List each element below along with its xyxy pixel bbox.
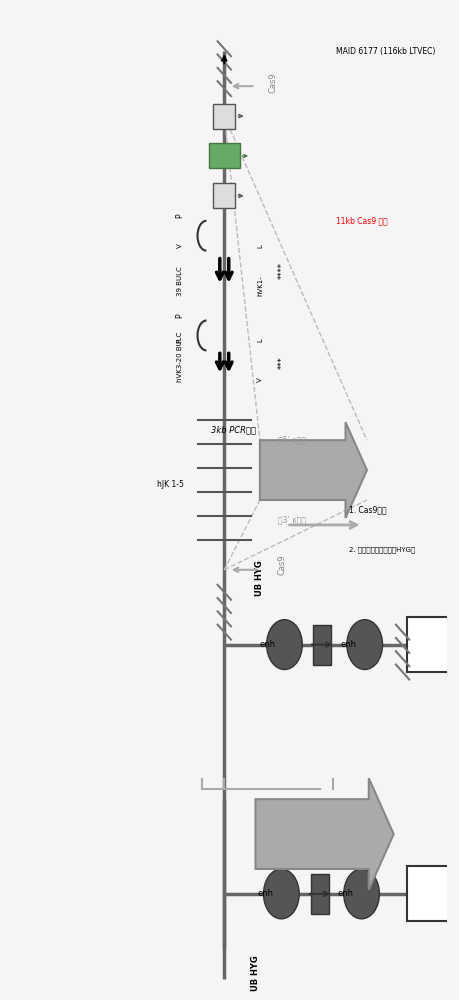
Text: UB HYG: UB HYG: [256, 560, 264, 596]
Text: enh: enh: [340, 640, 356, 649]
Text: 39 BULC: 39 BULC: [177, 266, 183, 296]
Text: （3’ κ蟀）: （3’ κ蟀）: [278, 515, 306, 524]
Bar: [311, 874, 329, 914]
Text: hJK 1-5: hJK 1-5: [157, 480, 184, 489]
Text: enh: enh: [257, 889, 273, 898]
Text: 1. Cas9酶切: 1. Cas9酶切: [349, 505, 387, 514]
Ellipse shape: [267, 620, 302, 670]
Text: enh: enh: [337, 889, 353, 898]
Text: hVK3-20 BULC: hVK3-20 BULC: [177, 332, 183, 382]
Text: UB HYG: UB HYG: [251, 955, 260, 991]
Ellipse shape: [263, 869, 299, 919]
Text: 3kb PCR产物: 3kb PCR产物: [211, 426, 256, 435]
Text: （5’ κ蟀）: （5’ κ蟀）: [278, 436, 306, 445]
Text: Cas9: Cas9: [269, 73, 278, 93]
Text: Cas9: Cas9: [278, 555, 287, 575]
Text: 11kb Cas9 缺失: 11kb Cas9 缺失: [336, 216, 387, 225]
Bar: [313, 625, 331, 665]
Bar: [213, 183, 235, 208]
Text: ****: ****: [278, 262, 287, 279]
Text: hVK1-: hVK1-: [257, 275, 263, 296]
Text: L: L: [257, 244, 263, 248]
Text: 2. 执行等温组装以插入HYG盒: 2. 执行等温组装以插入HYG盒: [349, 547, 415, 553]
Text: IgKC: IgKC: [352, 889, 369, 898]
Text: IgKC: IgKC: [354, 640, 371, 649]
Text: P: P: [177, 338, 183, 343]
Text: V: V: [177, 243, 183, 248]
Text: L: L: [257, 339, 263, 342]
Text: MAID 6177 (116kb LTVEC): MAID 6177 (116kb LTVEC): [336, 47, 435, 56]
Ellipse shape: [347, 620, 382, 670]
Text: UB NEO: UB NEO: [222, 145, 227, 167]
Text: SPEC: SPEC: [424, 880, 434, 908]
Text: P: P: [175, 213, 184, 218]
Text: P: P: [175, 313, 184, 318]
Text: enh: enh: [260, 640, 276, 649]
FancyArrow shape: [260, 422, 367, 518]
Text: ***: ***: [278, 356, 287, 369]
Ellipse shape: [344, 869, 380, 919]
Text: V: V: [257, 378, 263, 382]
Text: FRT: FRT: [222, 110, 227, 122]
Bar: [213, 104, 235, 129]
Bar: [407, 866, 452, 921]
Text: SPEC: SPEC: [424, 631, 434, 659]
Bar: [407, 617, 452, 672]
Text: FRT: FRT: [222, 190, 227, 202]
FancyArrow shape: [256, 778, 394, 890]
Bar: [209, 143, 240, 168]
